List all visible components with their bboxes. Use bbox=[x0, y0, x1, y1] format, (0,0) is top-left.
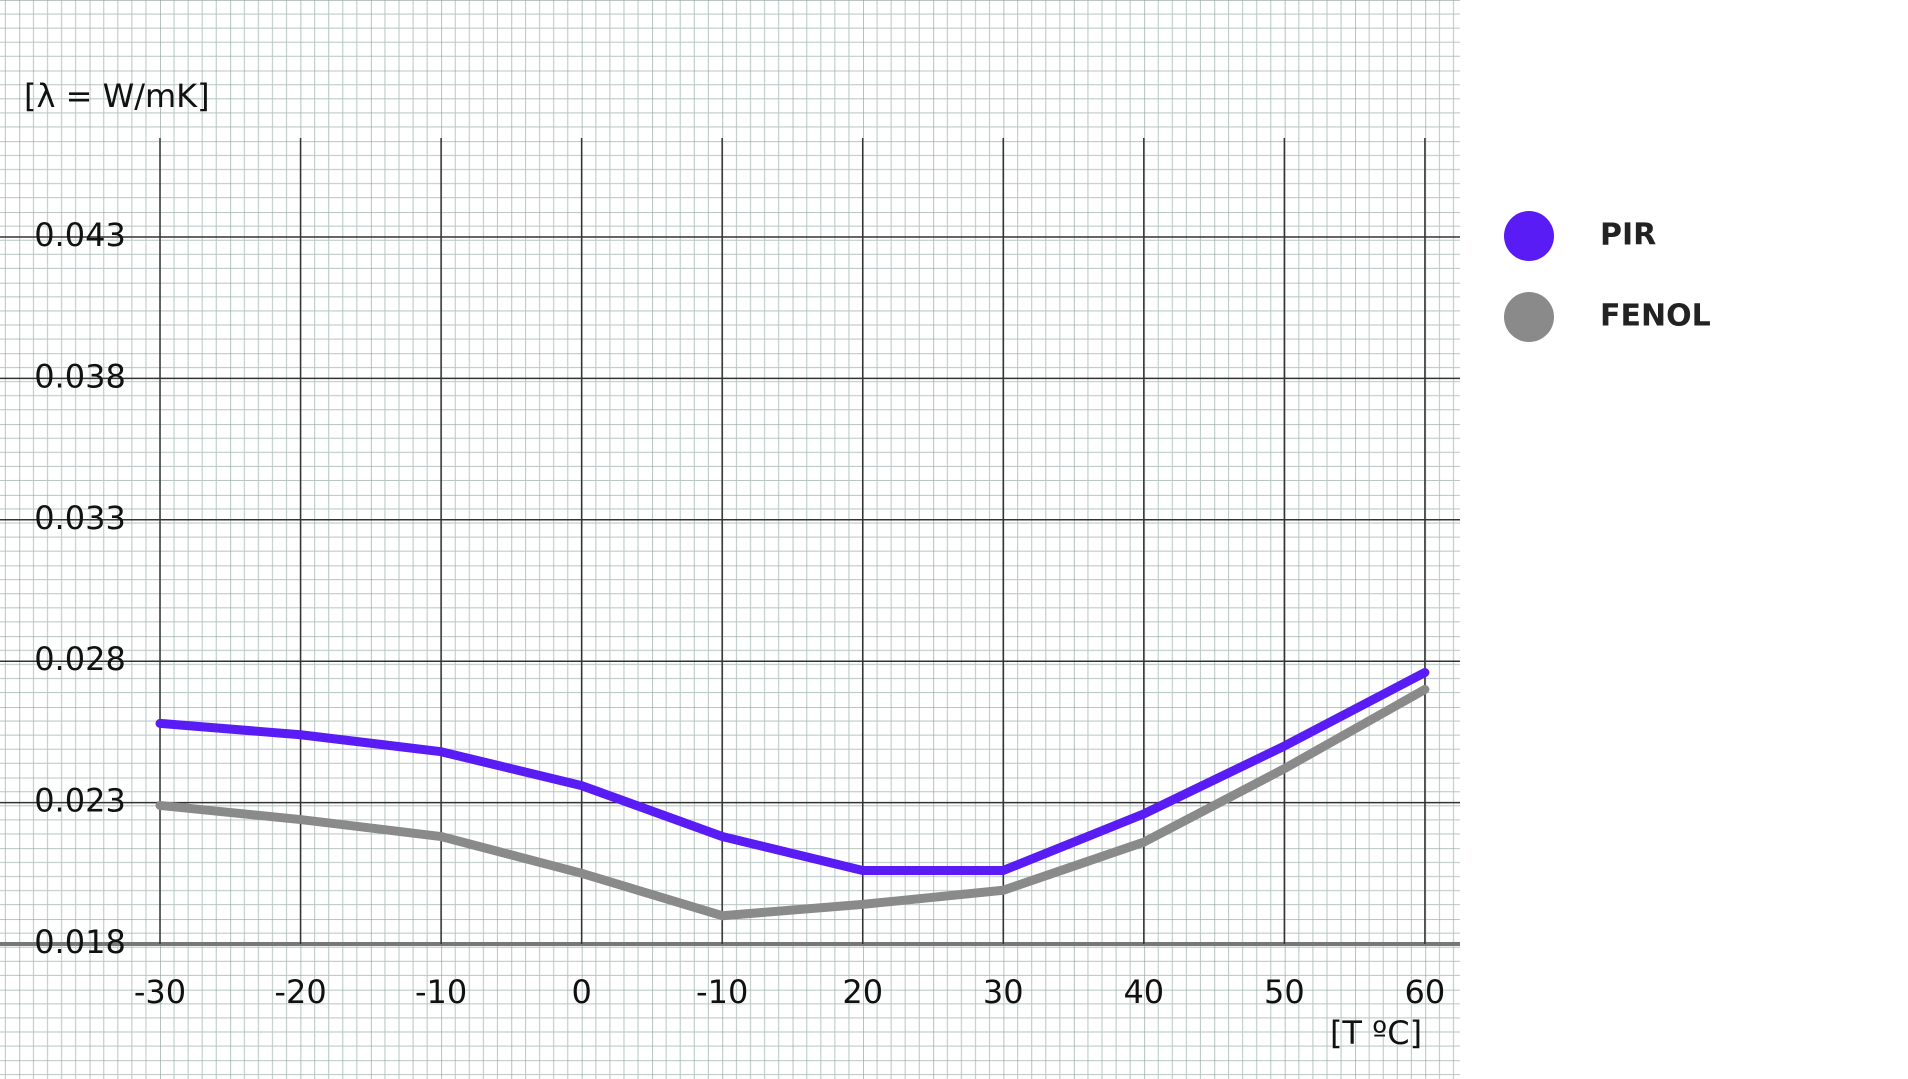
x-tick-label: 30 bbox=[983, 973, 1024, 1011]
x-axis-label: [T ºC] bbox=[1330, 1014, 1422, 1052]
x-tick-label: -10 bbox=[696, 973, 748, 1011]
y-tick-label: 0.028 bbox=[34, 640, 126, 678]
x-tick-label: 40 bbox=[1123, 973, 1164, 1011]
legend-text: FENOL bbox=[1600, 299, 1711, 334]
y-tick-label: 0.043 bbox=[34, 216, 126, 254]
y-tick-label: 0.023 bbox=[34, 782, 126, 820]
y-tick-label: 0.018 bbox=[34, 923, 126, 961]
series-line bbox=[155, 668, 1430, 875]
series-line bbox=[155, 684, 1430, 921]
x-tick-label: 20 bbox=[842, 973, 883, 1011]
legend-swatch bbox=[1504, 211, 1554, 261]
y-tick-label: 0.033 bbox=[34, 499, 126, 537]
x-tick-label: 0 bbox=[571, 973, 591, 1011]
x-tick-label: -30 bbox=[134, 973, 186, 1011]
legend-text: PIR bbox=[1600, 218, 1656, 253]
x-tick-label: -10 bbox=[415, 973, 467, 1011]
legend-swatch bbox=[1504, 292, 1554, 342]
x-tick-label: 50 bbox=[1264, 973, 1305, 1011]
x-tick-label: -20 bbox=[274, 973, 326, 1011]
x-tick-label: 60 bbox=[1405, 973, 1446, 1011]
y-tick-label: 0.038 bbox=[34, 357, 126, 395]
y-axis-label: [λ = W/mK] bbox=[24, 77, 210, 115]
graph-paper bbox=[0, 0, 1460, 1079]
